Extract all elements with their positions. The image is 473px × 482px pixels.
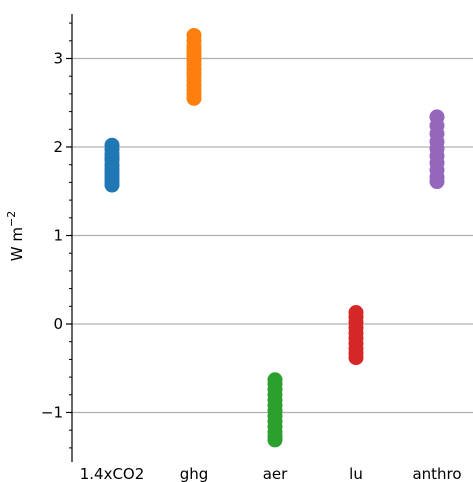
x-tick-label: lu: [349, 465, 363, 482]
y-tick-label: 1: [53, 227, 63, 245]
y-tick-label: 3: [53, 50, 63, 68]
y-tick-label: 0: [53, 315, 63, 333]
y-axis: −1 0 1 2 3: [41, 14, 73, 462]
data-point-lu: [348, 350, 364, 366]
data-point-anthro: [429, 174, 445, 190]
y-tick-label: −1: [41, 404, 63, 422]
x-tick-label: 1.4xCO2: [80, 465, 145, 482]
y-axis-label: W m−2: [5, 211, 26, 261]
data-point-ghg: [186, 90, 202, 106]
y-tick-label: 2: [53, 138, 63, 156]
x-tick-label: aer: [263, 465, 288, 482]
x-tick-label: anthro: [412, 465, 461, 482]
x-tick-label: ghg: [180, 465, 209, 482]
data-points: [104, 27, 445, 448]
data-point-1.4xCO2: [104, 177, 120, 193]
data-point-aer: [267, 432, 283, 448]
grid-lines: [72, 57, 473, 414]
x-tick-labels: 1.4xCO2 ghg aer lu anthro: [80, 465, 462, 482]
